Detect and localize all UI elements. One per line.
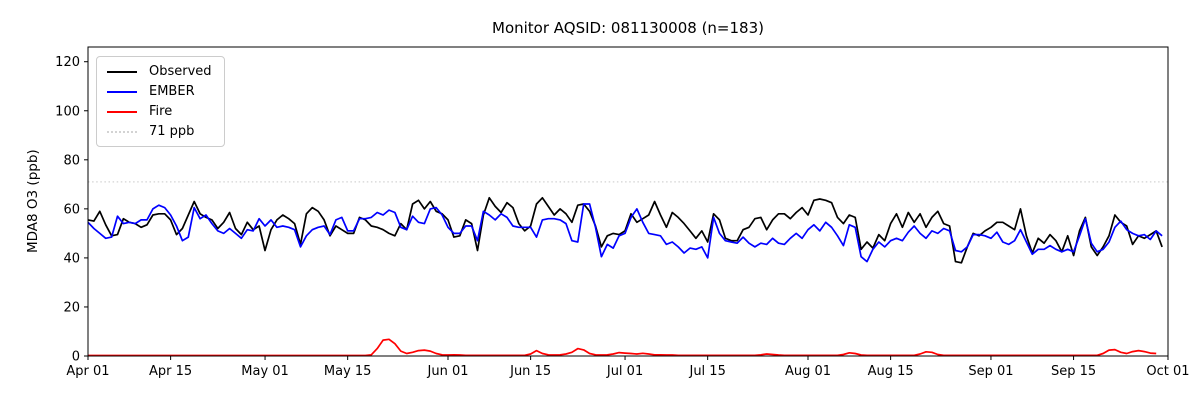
x-tick-label: May 15 (324, 364, 372, 379)
series-line-fire (88, 338, 1157, 357)
legend-item-ember: EMBER (107, 84, 212, 99)
legend-line-sample (107, 70, 137, 73)
plot-frame (87, 46, 1169, 357)
x-tick-label: Oct 01 (1146, 364, 1189, 379)
x-tick-label: Aug 01 (785, 364, 831, 379)
x-tick-label: Jul 01 (606, 364, 643, 379)
chart-title: Monitor AQSID: 081130008 (n=183) (492, 19, 764, 37)
y-tick-label: 60 (63, 202, 80, 217)
x-tick-label: Jun 01 (427, 364, 469, 379)
y-tick-label: 20 (63, 300, 80, 315)
x-tick-label: Aug 15 (868, 364, 914, 379)
legend-label: Fire (149, 104, 173, 119)
x-tick-label: Jul 15 (688, 364, 725, 379)
series-line-ember (87, 203, 1163, 263)
legend-line-sample (107, 130, 137, 133)
legend-line-sample (107, 110, 137, 113)
legend-line-sample (107, 90, 137, 93)
legend-label: EMBER (149, 84, 195, 99)
x-tick-label: Apr 01 (66, 364, 109, 379)
series-line-observed (87, 196, 1163, 264)
y-tick-label: 100 (55, 104, 80, 119)
x-tick-label: Sep 01 (968, 364, 1013, 379)
legend-item-observed: Observed (107, 64, 212, 79)
x-tick-label: Sep 15 (1051, 364, 1096, 379)
y-tick-label: 40 (63, 251, 80, 266)
y-tick-label: 0 (72, 350, 80, 365)
x-tick-label: Apr 15 (149, 364, 192, 379)
x-tick-label: Jun 15 (509, 364, 551, 379)
legend-label: 71 ppb (149, 124, 195, 139)
legend: Observed EMBER Fire 71 ppb (96, 56, 225, 147)
legend-item-fire: Fire (107, 104, 212, 119)
y-tick-label: 120 (55, 55, 80, 70)
legend-label: Observed (149, 64, 212, 79)
x-tick-label: May 01 (241, 364, 289, 379)
y-tick-label: 80 (63, 153, 80, 168)
legend-item-71-ppb: 71 ppb (107, 124, 212, 139)
